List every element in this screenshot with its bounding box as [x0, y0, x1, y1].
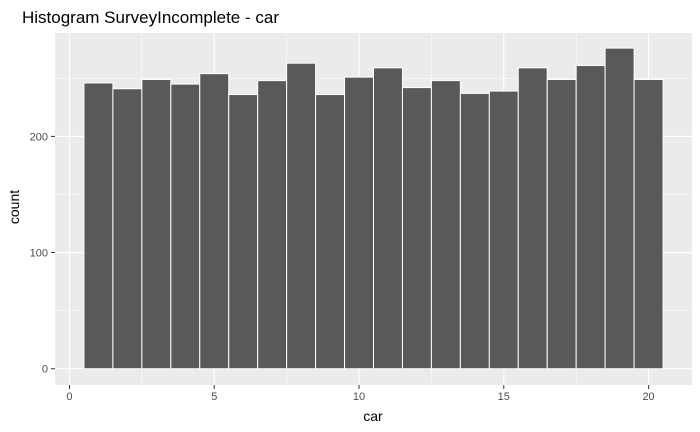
histogram-bar	[344, 76, 374, 370]
histogram-bar	[257, 80, 288, 370]
x-tick-label: 10	[353, 391, 365, 403]
x-tick-label: 0	[66, 391, 72, 403]
histogram-bar	[401, 87, 432, 370]
chart-title: Histogram SurveyIncomplete - car	[22, 8, 279, 27]
y-axis-label: count	[6, 190, 22, 224]
histogram-bar	[604, 47, 635, 370]
histogram-bar	[170, 83, 201, 370]
y-tick-label: 100	[30, 248, 48, 260]
x-tick-label: 5	[211, 391, 217, 403]
histogram-bar	[373, 67, 403, 370]
histogram-bar	[517, 67, 548, 370]
histogram-bar	[199, 73, 230, 370]
histogram-bar	[430, 80, 461, 370]
x-tick-label: 20	[642, 391, 654, 403]
histogram-bar	[315, 94, 346, 370]
histogram-bar	[546, 78, 577, 370]
histogram-bar	[83, 82, 114, 370]
x-axis-label: car	[363, 408, 383, 424]
histogram-bar	[286, 62, 317, 370]
histogram-bar	[228, 94, 259, 370]
histogram-bar	[112, 88, 143, 370]
x-tick-label: 15	[498, 391, 510, 403]
y-tick-label: 200	[30, 131, 48, 143]
histogram-bar	[141, 78, 172, 370]
histogram-bar	[633, 78, 664, 370]
y-tick-label: 0	[42, 364, 48, 376]
histogram-bars	[83, 47, 664, 370]
histogram-bar	[488, 90, 519, 370]
histogram-bar	[459, 92, 490, 370]
histogram-bar	[575, 65, 606, 370]
